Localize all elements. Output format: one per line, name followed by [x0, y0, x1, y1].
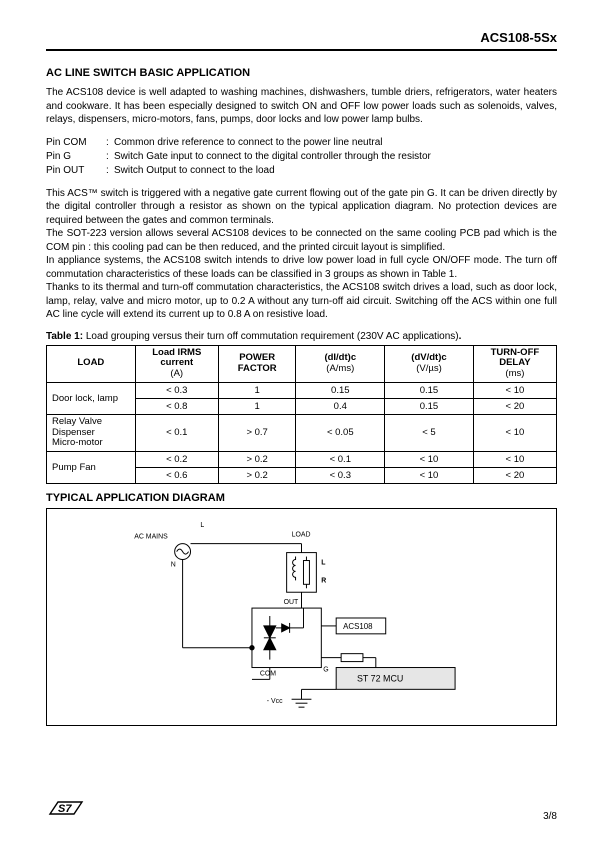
pin-definitions: Pin COM : Common drive reference to conn… [46, 136, 557, 178]
load-cell: Pump Fan [47, 451, 136, 483]
svg-text:COM: COM [260, 670, 276, 677]
pin-desc: Common drive reference to connect to the… [114, 136, 382, 150]
pin-name: Pin COM [46, 136, 106, 150]
table-row: Relay ValveDispenserMicro-motor < 0.1 > … [47, 415, 557, 451]
part-number: ACS108-5Sx [480, 30, 557, 45]
pin-name: Pin OUT [46, 164, 106, 178]
col-sub: (ms) [505, 369, 524, 380]
pin-desc: Switch Output to connect to the load [114, 164, 275, 178]
pin-row: Pin COM : Common drive reference to conn… [46, 136, 557, 150]
table-header-row: LOAD Load IRMS current(A) POWER FACTOR (… [47, 345, 557, 383]
pin-row: Pin OUT : Switch Output to connect to th… [46, 164, 557, 178]
load-table: LOAD Load IRMS current(A) POWER FACTOR (… [46, 345, 557, 484]
section-title: AC LINE SWITCH BASIC APPLICATION [46, 67, 557, 79]
pin-colon: : [106, 136, 114, 150]
svg-text:R: R [321, 577, 326, 584]
table-caption-dot: . [459, 331, 462, 342]
svg-text:L: L [321, 559, 326, 566]
svg-text:- Vcc: - Vcc [267, 698, 283, 705]
col-sub: (V/µs) [416, 364, 442, 375]
page-header: ACS108-5Sx [46, 30, 557, 49]
header-rule [46, 49, 557, 51]
svg-text:G: G [323, 666, 328, 673]
svg-text:AC MAINS: AC MAINS [134, 533, 168, 540]
table-caption-bold: Table 1: [46, 331, 83, 342]
table-caption: Table 1: Load grouping versus their turn… [46, 331, 557, 342]
svg-text:S7: S7 [58, 803, 72, 815]
svg-text:ACS108: ACS108 [343, 621, 373, 630]
diagram-svg: L AC MAINS N LOAD L R OUT COM G ACS108 S… [47, 509, 556, 725]
col-sub: (A) [170, 369, 183, 380]
intro-text: The ACS108 device is well adapted to was… [46, 86, 557, 127]
svg-text:LOAD: LOAD [292, 531, 311, 538]
application-diagram: L AC MAINS N LOAD L R OUT COM G ACS108 S… [46, 508, 557, 726]
col-head: LOAD [77, 358, 104, 369]
body-text: This ACS™ switch is triggered with a neg… [46, 187, 557, 322]
table-row: Pump Fan < 0.2 > 0.2 < 0.1 < 10 < 10 [47, 451, 557, 467]
svg-text:L: L [200, 521, 204, 528]
pin-name: Pin G [46, 150, 106, 164]
pin-colon: : [106, 164, 114, 178]
pin-colon: : [106, 150, 114, 164]
col-head: Load IRMS current [141, 348, 213, 370]
load-cell: Door lock, lamp [47, 383, 136, 415]
svg-text:N: N [171, 561, 176, 568]
page-footer: S7 3/8 [46, 799, 557, 822]
table-caption-text: Load grouping versus their turn off comm… [83, 331, 459, 342]
load-cell: Relay ValveDispenserMicro-motor [47, 415, 136, 451]
col-head: POWER FACTOR [224, 353, 291, 375]
svg-text:ST 72 MCU: ST 72 MCU [357, 673, 403, 683]
pin-desc: Switch Gate input to connect to the digi… [114, 150, 431, 164]
table-row: Door lock, lamp < 0.3 1 0.15 0.15 < 10 [47, 383, 557, 399]
st-logo-icon: S7 [46, 799, 86, 822]
col-head: TURN-OFF DELAY [479, 348, 551, 370]
diagram-title: TYPICAL APPLICATION DIAGRAM [46, 492, 557, 504]
svg-text:OUT: OUT [284, 599, 299, 606]
page-number: 3/8 [543, 811, 557, 822]
table-body: Door lock, lamp < 0.3 1 0.15 0.15 < 10 <… [47, 383, 557, 483]
pin-row: Pin G : Switch Gate input to connect to … [46, 150, 557, 164]
col-sub: (A/ms) [326, 364, 354, 375]
